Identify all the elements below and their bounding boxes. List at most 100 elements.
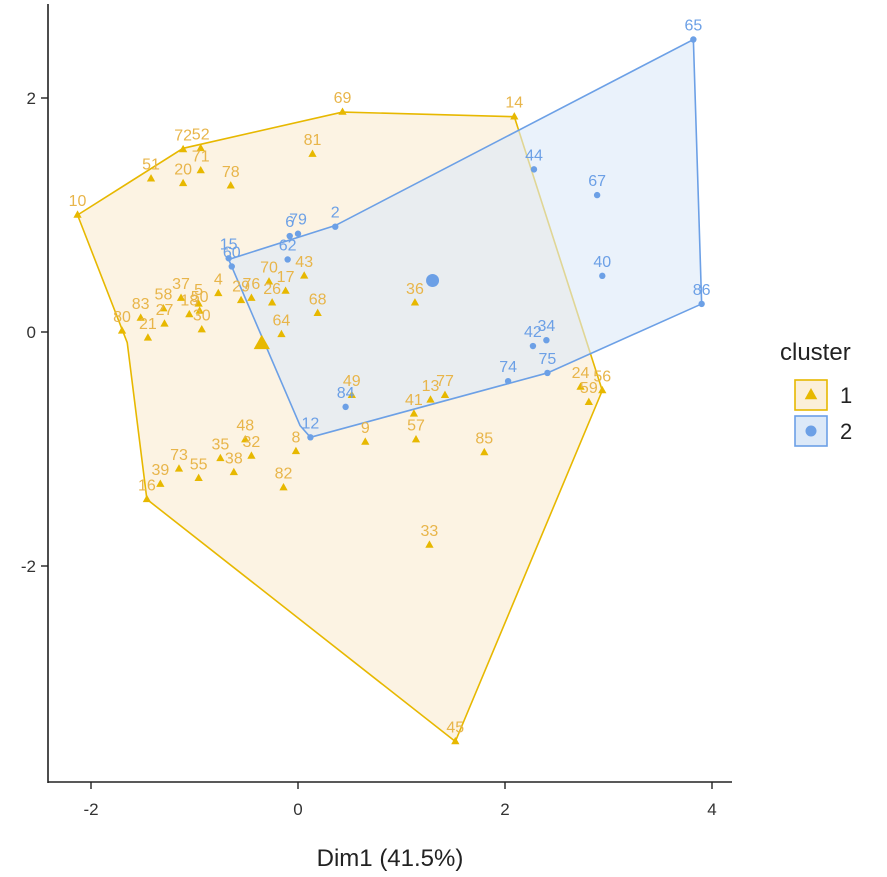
point-label-36: 36 [406, 281, 424, 298]
point-label-58: 58 [155, 287, 173, 304]
point-82 [279, 483, 288, 491]
point-label-17: 17 [277, 269, 295, 286]
point-label-33: 33 [421, 523, 439, 540]
point-51 [146, 174, 156, 182]
point-34 [543, 336, 550, 344]
point-72 [178, 144, 188, 153]
point-74 [504, 377, 512, 385]
point-21 [143, 333, 153, 341]
legend-label-1: 1 [840, 383, 852, 408]
point-5 [194, 299, 203, 307]
point-label-5: 5 [194, 282, 203, 299]
point-64 [277, 329, 286, 338]
point-59 [584, 397, 593, 405]
point-33 [425, 540, 434, 548]
y-ticks: -2 0 2 [21, 89, 48, 576]
point-17 [281, 286, 290, 294]
point-label-62: 62 [279, 237, 297, 254]
point-32 [247, 451, 256, 459]
point-52 [196, 143, 205, 152]
point-75 [544, 369, 551, 377]
point-label-9: 9 [361, 420, 370, 437]
point-label-44: 44 [525, 147, 543, 164]
cluster-hulls [76, 38, 703, 743]
point-label-76: 76 [243, 276, 261, 293]
point-label-60: 60 [223, 244, 241, 261]
point-label-8: 8 [291, 429, 300, 446]
x-axis-title: Dim1 (41.5%) [317, 845, 464, 872]
y-tick-label: 0 [27, 323, 36, 342]
point-10 [73, 210, 82, 218]
point-60 [228, 263, 235, 270]
point-30 [197, 325, 206, 333]
point-label-27: 27 [156, 302, 174, 319]
point-78 [226, 181, 235, 189]
x-tick-label: 4 [707, 800, 716, 819]
point-80 [117, 326, 127, 334]
point-label-65: 65 [684, 18, 702, 35]
point-label-38: 38 [225, 450, 243, 467]
point-41 [409, 409, 419, 417]
point-label-4: 4 [214, 271, 223, 288]
point-44 [530, 166, 538, 173]
point-label-69: 69 [334, 90, 352, 107]
point-12 [307, 434, 314, 441]
x-tick-label: -2 [83, 800, 98, 819]
point-label-39: 39 [151, 462, 169, 479]
point-label-37: 37 [172, 276, 190, 293]
point-label-15: 15 [220, 236, 238, 253]
point-81 [308, 149, 317, 157]
point-56 [598, 385, 607, 394]
axes [47, 4, 732, 783]
point-label-70: 70 [260, 260, 278, 277]
point-84 [342, 403, 349, 411]
point-69 [338, 107, 347, 115]
point-85 [480, 447, 489, 456]
point-label-67: 67 [588, 173, 606, 190]
point-label-40: 40 [593, 254, 611, 271]
point-4 [214, 288, 223, 297]
point-label-68: 68 [309, 291, 327, 308]
y-tick-label: 2 [27, 89, 36, 108]
point-label-52: 52 [192, 126, 210, 143]
point-70 [264, 277, 274, 285]
point-9 [361, 437, 370, 445]
point-55 [194, 473, 203, 482]
point-62 [284, 256, 291, 263]
point-label-34: 34 [538, 318, 556, 335]
point-label-57: 57 [407, 418, 425, 435]
point-label-84: 84 [337, 385, 355, 402]
point-68 [313, 308, 322, 317]
point-label-12: 12 [302, 415, 320, 432]
point-86 [698, 300, 705, 308]
point-label-56: 56 [593, 369, 611, 386]
point-67 [593, 191, 601, 199]
point-label-21: 21 [139, 316, 157, 333]
point-24 [576, 382, 585, 390]
point-15 [225, 255, 232, 262]
point-label-83: 83 [132, 296, 150, 313]
point-label-29: 29 [232, 278, 250, 295]
point-36 [410, 298, 420, 306]
legend-symbol-2 [805, 425, 817, 437]
point-label-32: 32 [243, 434, 261, 451]
point-label-59: 59 [580, 380, 598, 397]
point-label-51: 51 [142, 157, 160, 174]
point-27 [160, 319, 169, 327]
x-tick-label: 0 [293, 800, 302, 819]
legend-label-2: 2 [840, 419, 852, 444]
point-39 [156, 479, 165, 487]
cluster-2-hull [227, 38, 703, 439]
point-6 [286, 232, 293, 240]
point-label-82: 82 [275, 466, 293, 483]
legend-symbol-1 [804, 388, 818, 400]
point-label-72: 72 [174, 127, 192, 144]
point-label-85: 85 [475, 431, 493, 448]
point-label-16: 16 [138, 477, 156, 494]
point-label-18: 18 [180, 292, 198, 309]
point-label-41: 41 [405, 392, 423, 409]
point-58 [159, 304, 168, 312]
point-18 [185, 309, 194, 318]
point-77 [440, 390, 450, 398]
